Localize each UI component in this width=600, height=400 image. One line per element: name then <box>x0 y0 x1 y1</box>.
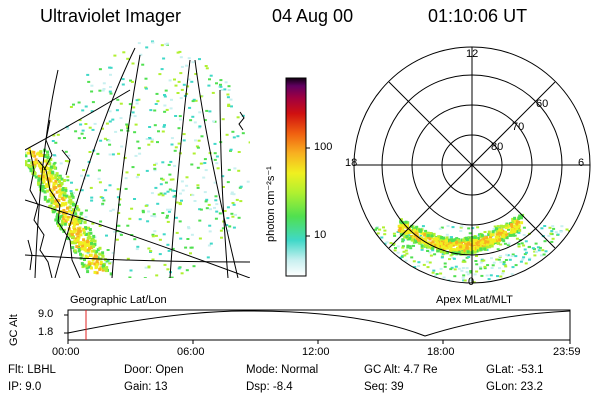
altitude-axis-label: GC Alt <box>8 314 20 346</box>
info-ip: IP: 9.0 <box>8 381 42 393</box>
colorbar <box>285 77 310 277</box>
image-time: 01:10:06 UT <box>428 6 528 26</box>
geographic-panel-label: Geographic Lat/Lon <box>70 294 167 306</box>
info-glat: GLat: -53.1 <box>486 364 544 376</box>
time-tick-0000: 00:00 <box>52 346 80 358</box>
coastline-squiggle <box>238 111 245 131</box>
time-tick-1800: 18:00 <box>427 346 455 358</box>
colorbar-tick-10: 10 <box>314 229 327 241</box>
polar-plot <box>353 46 591 284</box>
geographic-map <box>25 40 250 278</box>
apex-panel-label: Apex MLat/MLT <box>436 294 513 306</box>
info-flt: Flt: LBHL <box>8 364 56 376</box>
mlat-label-60: 60 <box>536 98 549 110</box>
info-gc-alt: GC Alt: 4.7 Re <box>364 364 438 376</box>
image-date: 04 Aug 00 <box>272 6 354 26</box>
time-tick-0600: 06:00 <box>177 346 205 358</box>
altitude-curve <box>67 310 571 337</box>
emission-scatter-left <box>51 40 250 278</box>
info-gain: Gain: 13 <box>124 381 168 393</box>
mlt-label-12: 12 <box>466 48 479 60</box>
info-glon: GLon: 23.2 <box>486 381 543 393</box>
mlt-label-18: 18 <box>345 157 358 169</box>
instrument-title: Ultraviolet Imager <box>40 6 182 26</box>
colorbar-tick-100: 100 <box>314 141 333 153</box>
info-dsp: Dsp: -8.4 <box>246 381 293 393</box>
altitude-tick-9: 9.0 <box>38 308 54 320</box>
mlat-label-80: 80 <box>491 141 504 153</box>
mlat-label-70: 70 <box>512 121 525 133</box>
time-tick-1200: 12:00 <box>302 346 330 358</box>
auroral-band-left <box>25 147 113 276</box>
info-door: Door: Open <box>124 364 184 376</box>
info-mode: Mode: Normal <box>246 364 319 376</box>
polar-diagonal-line <box>388 81 556 249</box>
mlt-label-0: 0 <box>468 276 475 288</box>
altitude-tick-1-8: 1.8 <box>38 326 54 338</box>
altitude-plot <box>64 309 571 344</box>
time-tick-2359: 23:59 <box>553 346 581 358</box>
auroral-oval <box>397 213 525 256</box>
info-seq: Seq: 39 <box>364 381 404 393</box>
geo-grid-lines <box>25 47 250 278</box>
mlt-label-6: 6 <box>578 157 585 169</box>
coastline-traces <box>27 119 81 278</box>
colorbar-unit-label: photon cm⁻²s⁻¹ <box>265 166 277 242</box>
